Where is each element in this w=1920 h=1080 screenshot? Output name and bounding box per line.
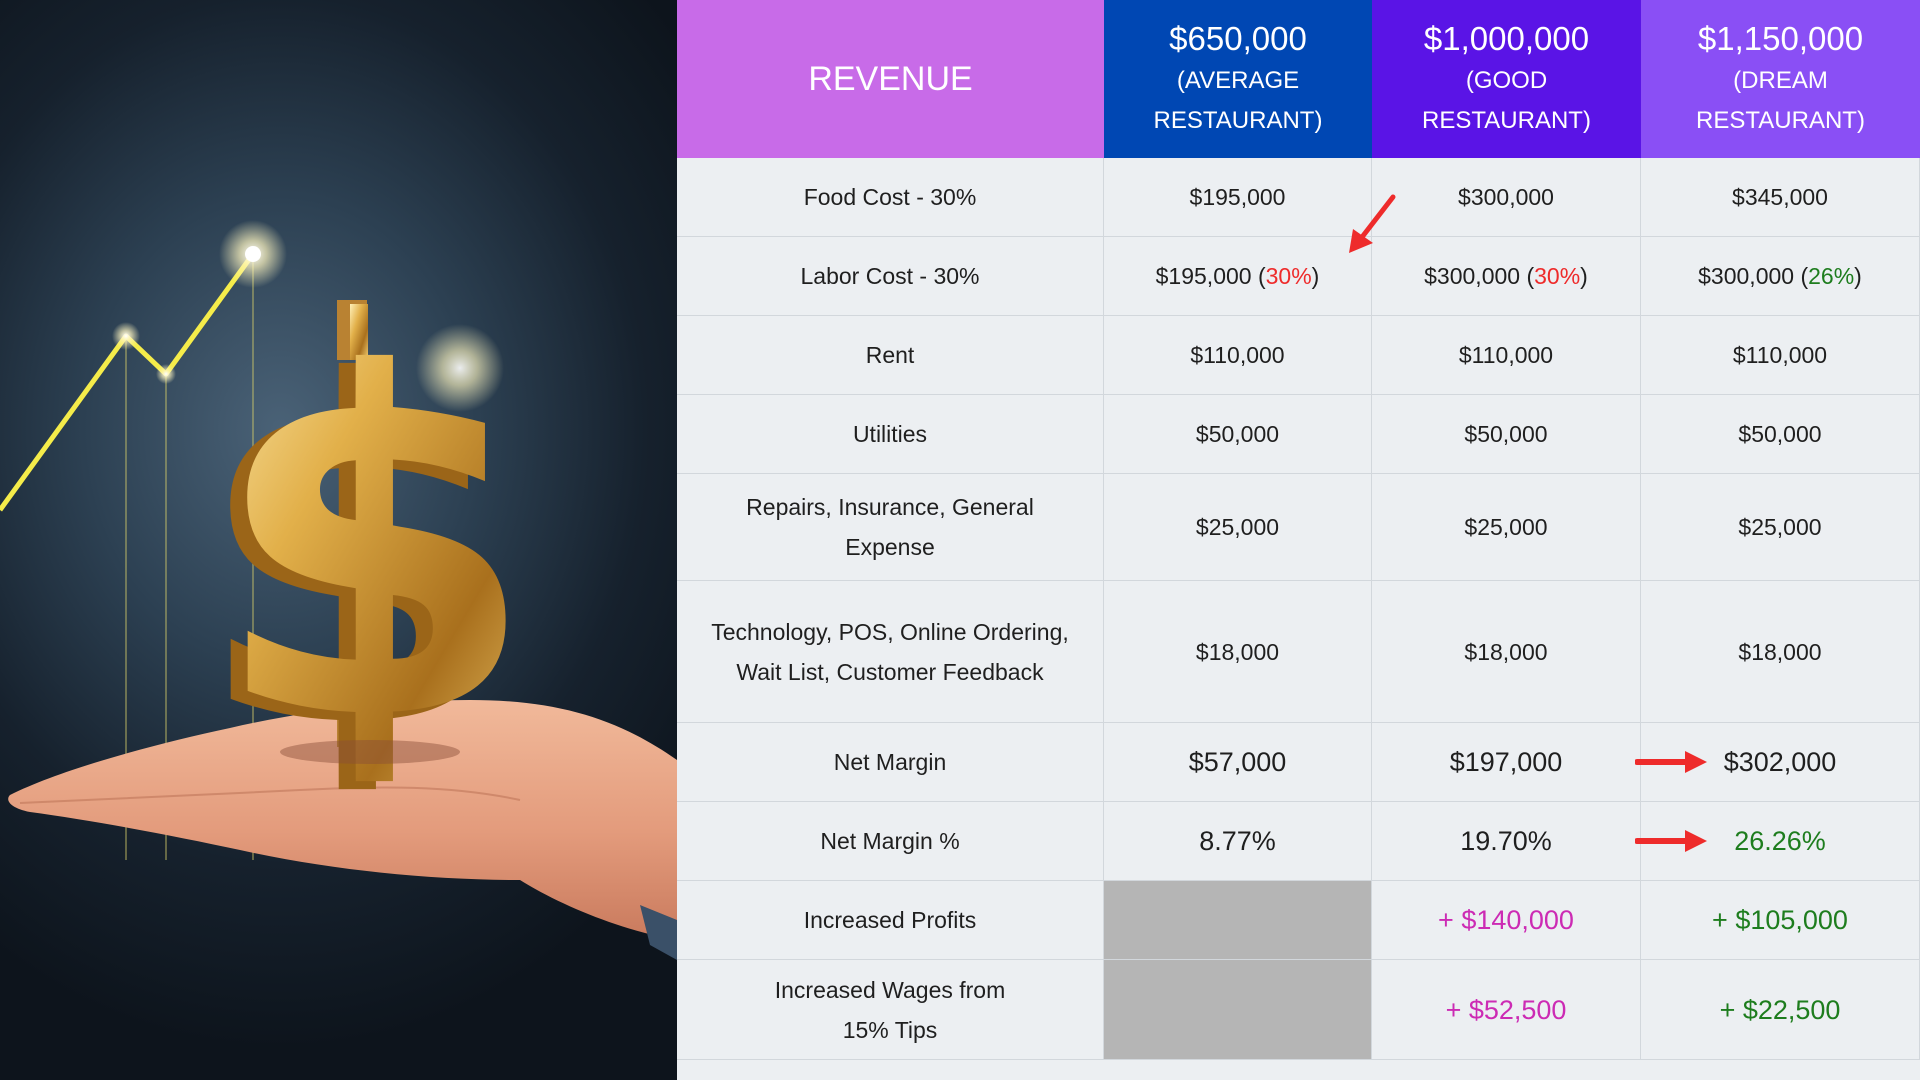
labor-cost-value: $195,000 (30%) — [1156, 256, 1320, 296]
rent-good: $110,000 — [1372, 316, 1641, 395]
trend-line — [0, 252, 256, 512]
net-margin-dream: $302,000 — [1635, 723, 1920, 802]
labor-cost-dream: $300,000 (26%) — [1641, 237, 1920, 316]
header-dream-restaurant: $1,150,000 (DREAM RESTAURANT) — [1641, 0, 1920, 158]
header-amount: $650,000 — [1169, 20, 1307, 57]
revenue-comparison-table: REVENUE $650,000 (AVERAGE RESTAURANT) $1… — [677, 0, 1920, 1080]
rent-dream: $110,000 — [1641, 316, 1920, 395]
label-line2: Expense — [845, 534, 935, 560]
row-label-labor-cost: Labor Cost - 30% — [677, 237, 1104, 316]
labor-pct: 26% — [1808, 263, 1855, 289]
red-arrow-right-icon — [1635, 751, 1707, 773]
label-line1: Repairs, Insurance, General — [746, 494, 1034, 520]
label-line2: 15% Tips — [842, 1016, 938, 1043]
header-subtitle-line1: (AVERAGE — [1176, 67, 1300, 94]
row-label-utilities: Utilities — [677, 395, 1104, 474]
label-line2: Wait List, Customer Feedback — [736, 658, 1044, 685]
header-amount: $1,150,000 — [1697, 20, 1864, 57]
dollar-sign-on-hand-icon: $ $ — [0, 220, 677, 960]
labor-cost-good: $300,000 (30%) — [1372, 237, 1641, 316]
row-label-net-margin-pct: Net Margin % — [677, 802, 1104, 881]
increased-profits-dream: + $105,000 — [1641, 881, 1920, 960]
row-label-food-cost: Food Cost - 30% — [677, 158, 1104, 237]
increased-wages-dream: + $22,500 — [1641, 960, 1920, 1060]
cell-value: $300,000 ( — [1424, 263, 1535, 289]
hero-illustration: $ $ — [0, 0, 677, 1080]
header-good-restaurant: $1,000,000 (GOOD RESTAURANT) — [1372, 0, 1641, 158]
net-margin-average: $57,000 — [1104, 723, 1372, 802]
header-subtitle-line2: RESTAURANT) — [1153, 107, 1323, 134]
paren-close: ) — [1854, 263, 1862, 289]
cell-value: $195,000 ( — [1155, 263, 1266, 289]
labor-cost-value: $300,000 (26%) — [1698, 256, 1862, 296]
row-label-increased-profits: Increased Profits — [677, 881, 1104, 960]
increased-wages-good: + $52,500 — [1372, 960, 1641, 1060]
labor-pct: 30% — [1265, 263, 1312, 289]
labor-cost-value: $300,000 (30%) — [1424, 256, 1588, 296]
header-subtitle-line1: (GOOD — [1465, 67, 1548, 94]
paren-close: ) — [1311, 263, 1320, 289]
utilities-dream: $50,000 — [1641, 395, 1920, 474]
technology-good: $18,000 — [1372, 581, 1641, 723]
header-revenue-label: REVENUE — [808, 60, 973, 98]
increased-profits-average-empty — [1104, 881, 1372, 960]
labor-cost-average: $195,000 (30%) — [1104, 194, 1396, 316]
labor-pct: 30% — [1534, 263, 1581, 289]
increased-wages-average-empty — [1104, 960, 1372, 1060]
label-line1: Increased Wages from — [774, 976, 1006, 1003]
cell-value: $195,000 — [1189, 184, 1286, 210]
food-cost-dream: $345,000 — [1641, 158, 1920, 237]
row-label-increased-wages: Increased Wages from 15% Tips — [677, 960, 1104, 1060]
cell-value: 26.26% — [1734, 826, 1826, 856]
hand — [8, 700, 677, 940]
repairs-dream: $25,000 — [1641, 474, 1920, 581]
technology-dream: $18,000 — [1641, 581, 1920, 723]
label-line1: Technology, POS, Online Ordering, — [711, 618, 1069, 645]
header-revenue: REVENUE — [677, 0, 1104, 158]
header-subtitle-line1: (DREAM — [1733, 67, 1828, 94]
technology-average: $18,000 — [1104, 581, 1372, 723]
rent-average: $110,000 — [1104, 316, 1372, 395]
increased-profits-good: + $140,000 — [1372, 881, 1641, 960]
net-margin-pct-good: 19.70% — [1372, 802, 1641, 881]
cell-value: $300,000 ( — [1698, 263, 1809, 289]
header-subtitle-line2: RESTAURANT) — [1422, 107, 1591, 134]
red-arrow-diagonal-icon — [1349, 194, 1396, 253]
repairs-average: $25,000 — [1104, 474, 1372, 581]
net-margin-pct-average: 8.77% — [1104, 802, 1372, 881]
row-label-rent: Rent — [677, 316, 1104, 395]
repairs-good: $25,000 — [1372, 474, 1641, 581]
net-margin-pct-dream: 26.26% — [1635, 802, 1920, 881]
paren-close: ) — [1580, 263, 1588, 289]
header-subtitle-line2: RESTAURANT) — [1696, 107, 1865, 134]
cell-value: $302,000 — [1723, 747, 1837, 777]
header-amount: $1,000,000 — [1423, 20, 1590, 57]
row-label-technology: Technology, POS, Online Ordering, Wait L… — [677, 581, 1104, 723]
header-average-restaurant: $650,000 (AVERAGE RESTAURANT) — [1104, 0, 1372, 158]
row-label-repairs: Repairs, Insurance, General Expense — [677, 474, 1104, 581]
utilities-average: $50,000 — [1104, 395, 1372, 474]
food-cost-average: $195,000 — [1104, 158, 1372, 237]
food-cost-good: $300,000 — [1372, 158, 1641, 237]
utilities-good: $50,000 — [1372, 395, 1641, 474]
red-arrow-right-icon — [1635, 830, 1707, 852]
row-label-net-margin: Net Margin — [677, 723, 1104, 802]
net-margin-good: $197,000 — [1372, 723, 1641, 802]
